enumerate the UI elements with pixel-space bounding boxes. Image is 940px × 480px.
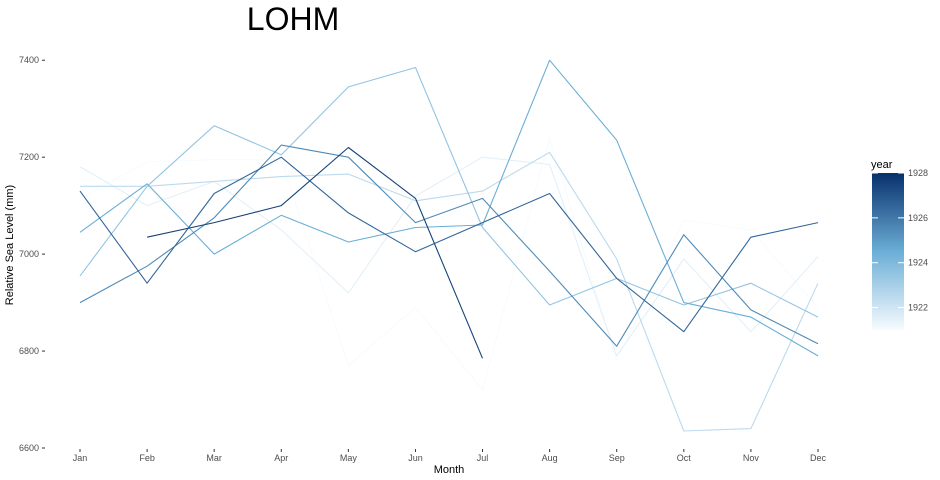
series-layer	[79, 59, 819, 432]
y-axis: 6600 6800 7000 7200 7400	[19, 55, 45, 453]
x-tick-label: Jan	[73, 453, 88, 463]
x-tick-label: May	[340, 453, 358, 463]
x-tick-label: Oct	[677, 453, 692, 463]
legend-ticks: 1922 1924 1926 1928	[872, 168, 928, 313]
y-tick-label: 6800	[19, 346, 39, 356]
y-tick-label: 7200	[19, 152, 39, 162]
x-tick-label: Apr	[274, 453, 288, 463]
legend-colorbar	[872, 173, 904, 330]
chart-title: LOHM	[247, 1, 339, 37]
x-tick-label: Feb	[139, 453, 155, 463]
y-tick-label: 6600	[19, 443, 39, 453]
series-line	[79, 156, 819, 333]
legend-tick-label: 1924	[908, 258, 928, 268]
x-tick-label: Mar	[206, 453, 222, 463]
x-tick-label: Jun	[408, 453, 423, 463]
series-line	[80, 151, 819, 432]
series-line	[79, 66, 819, 318]
y-axis-title: Relative Sea Level (mm)	[4, 185, 16, 305]
legend-tick-label: 1926	[908, 213, 928, 223]
x-axis-title: Month	[434, 464, 465, 476]
x-tick-label: Nov	[743, 453, 760, 463]
x-tick-label: Aug	[542, 453, 558, 463]
legend: year 1922 1924 1926 1928	[871, 159, 928, 330]
legend-tick-label: 1928	[908, 168, 928, 178]
x-tick-label: Sep	[609, 453, 625, 463]
y-tick-label: 7400	[19, 55, 39, 65]
series-line	[146, 146, 484, 359]
series-line	[79, 144, 819, 347]
x-axis: Jan Feb Mar Apr May Jun Jul Aug Sep Oct Nov Dec	[73, 449, 827, 463]
series-line	[79, 156, 819, 357]
legend-title: year	[871, 159, 893, 171]
series-line	[79, 59, 819, 357]
x-tick-label: Jul	[477, 453, 489, 463]
x-tick-label: Dec	[810, 453, 827, 463]
series-line	[79, 137, 819, 391]
y-tick-label: 7000	[19, 249, 39, 259]
legend-tick-label: 1922	[908, 303, 928, 313]
